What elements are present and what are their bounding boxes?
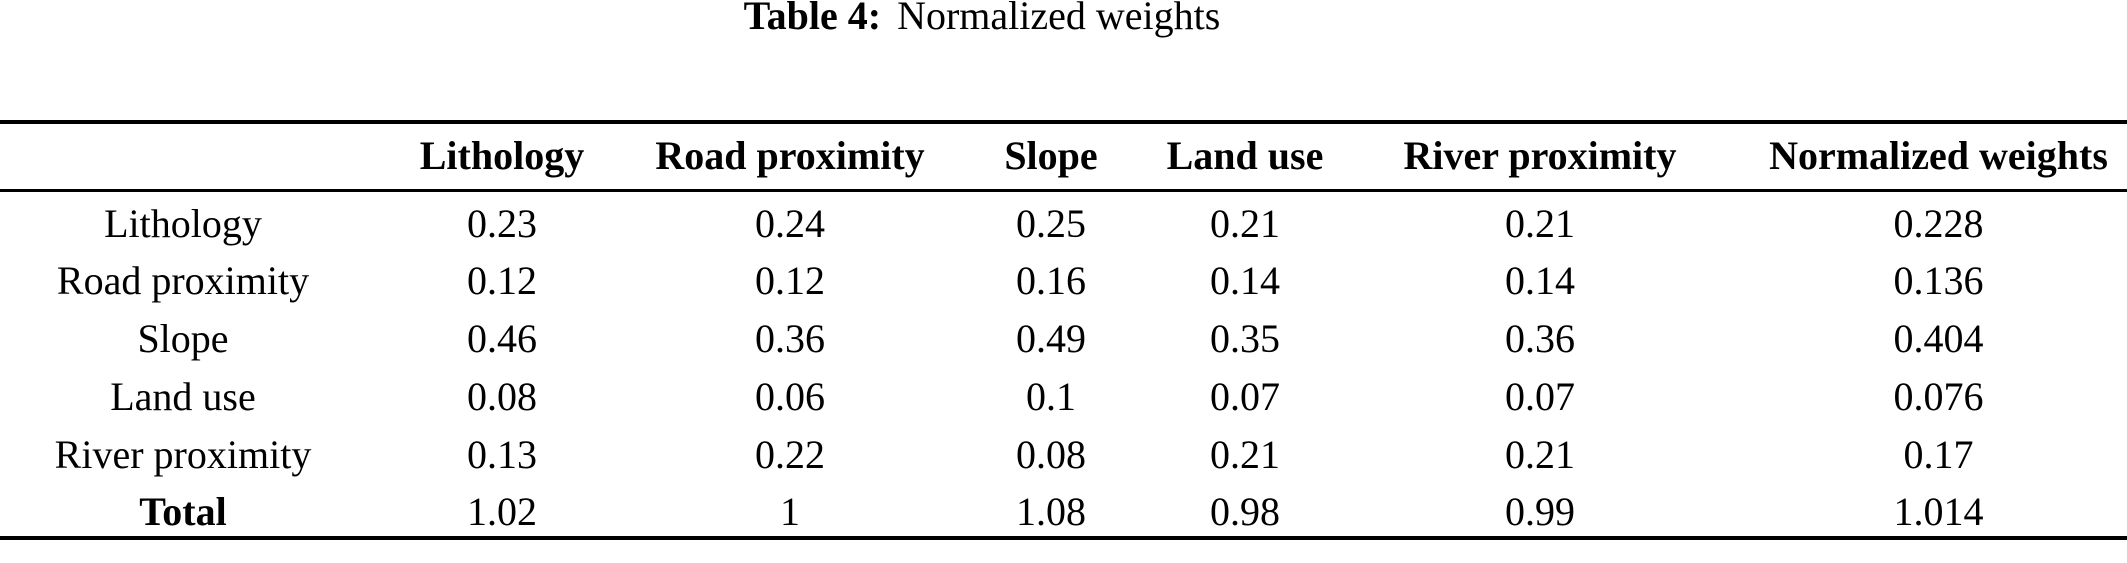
column-header-land-use: Land use [1160,122,1330,192]
row-label-river-proximity: River proximity [54,432,312,477]
header-row: Lithology Road proximity Slope Land use … [0,122,2127,192]
cell: 0.12 [467,258,537,303]
cell: 0.36 [1505,316,1575,361]
cell: 0.14 [1505,258,1575,303]
row-label-total: Total [139,489,227,534]
cell: 0.23 [467,200,537,246]
column-header-slope: Slope [942,122,1160,192]
cell: 0.49 [1016,316,1086,361]
table-caption-title: Normalized weights [897,0,1221,38]
cell: 1.08 [1016,489,1086,534]
cell: 0.24 [755,200,825,246]
normalized-weights-table: Lithology Road proximity Slope Land use … [0,120,2127,540]
cell: 0.16 [1016,258,1086,303]
table-caption-label: Table 4: [743,0,882,38]
cell: 0.13 [467,432,537,477]
table-row-land-use: Land use 0.08 0.06 0.1 0.07 0.07 0.076 [0,364,2127,422]
column-header-empty [0,122,366,192]
cell: 0.21 [1210,200,1280,246]
cell-normalized-weight: 1.014 [1893,489,1984,534]
cell: 0.21 [1505,432,1575,477]
cell: 0.07 [1210,374,1280,419]
table-caption: Table 4: Normalized weights [0,0,1964,38]
table-row-road-proximity: Road proximity 0.12 0.12 0.16 0.14 0.14 … [0,248,2127,306]
cell-normalized-weight: 0.17 [1903,432,1974,477]
row-label-land-use: Land use [110,374,256,419]
cell: 0.14 [1210,258,1280,303]
row-label-lithology: Lithology [104,200,262,246]
cell: 0.12 [755,258,825,303]
cell: 0.21 [1505,200,1575,246]
cell: 0.08 [467,374,537,419]
cell: 0.98 [1210,489,1280,534]
cell: 0.35 [1210,316,1280,361]
table-row-river-proximity: River proximity 0.13 0.22 0.08 0.21 0.21… [0,422,2127,480]
cell: 0.1 [1026,374,1076,419]
cell-normalized-weight: 0.136 [1893,258,1984,303]
cell-normalized-weight: 0.228 [1893,200,1984,246]
cell: 0.06 [755,374,825,419]
cell: 0.08 [1016,432,1086,477]
cell: 0.25 [1016,200,1086,246]
row-label-road-proximity: Road proximity [56,258,310,303]
column-header-lithology: Lithology [366,122,638,192]
row-label-slope: Slope [137,316,229,361]
cell: 1 [780,489,800,534]
cell: 1.02 [467,489,537,534]
table-row-lithology: Lithology 0.23 0.24 0.25 0.21 0.21 0.228 [0,190,2127,248]
table-row-total: Total 1.02 1 1.08 0.98 0.99 1.014 [0,480,2127,538]
column-header-normalized-weights: Normalized weights [1750,122,2127,192]
cell: 0.21 [1210,432,1280,477]
cell: 0.07 [1505,374,1575,419]
column-header-river-proximity: River proximity [1330,122,1750,192]
cell: 0.22 [755,432,825,477]
cell-normalized-weight: 0.404 [1893,316,1984,361]
cell: 0.36 [755,316,825,361]
table-row-slope: Slope 0.46 0.36 0.49 0.35 0.36 0.404 [0,306,2127,364]
cell-normalized-weight: 0.076 [1893,374,1984,419]
column-header-road-proximity: Road proximity [638,122,942,192]
cell: 0.99 [1505,489,1575,534]
cell: 0.46 [467,316,537,361]
